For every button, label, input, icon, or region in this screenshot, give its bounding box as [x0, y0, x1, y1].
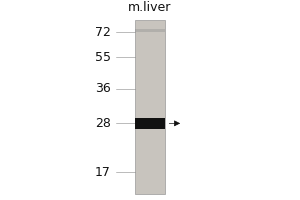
Text: 55: 55 — [95, 51, 111, 64]
Text: 28: 28 — [95, 117, 111, 130]
Bar — [135, 20, 165, 194]
Text: 36: 36 — [95, 82, 111, 95]
Text: 72: 72 — [95, 26, 111, 39]
Bar — [135, 29, 165, 32]
Text: 17: 17 — [95, 166, 111, 179]
Bar — [135, 118, 165, 129]
Text: m.liver: m.liver — [128, 1, 172, 14]
